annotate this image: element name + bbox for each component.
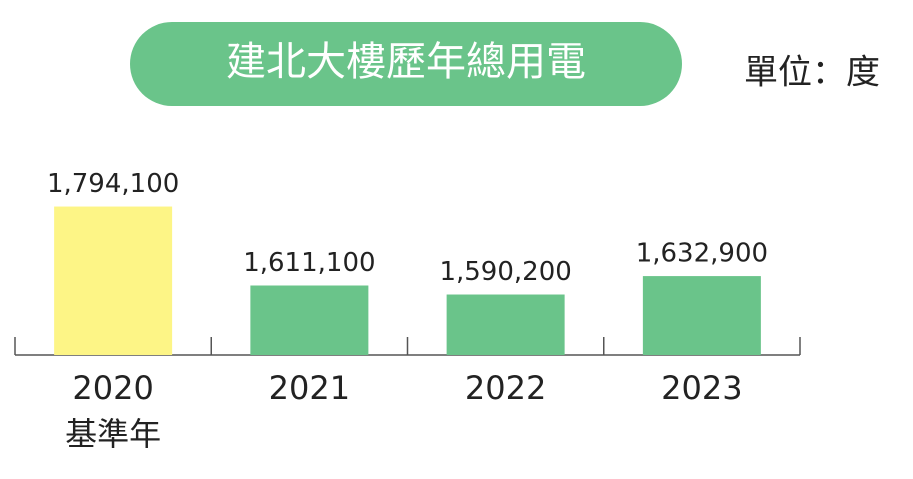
x-tick-label: 2023: [661, 369, 742, 407]
value-label: 1,794,100: [47, 169, 179, 199]
value-label: 1,611,100: [243, 248, 375, 278]
value-label: 1,632,900: [636, 239, 768, 269]
x-tick-label: 2022: [465, 369, 546, 407]
bar: [642, 276, 761, 355]
bar: [250, 285, 369, 355]
x-tick-label: 2020: [72, 369, 153, 407]
title-background: [130, 22, 682, 106]
value-label: 1,590,200: [439, 257, 571, 287]
bar: [54, 206, 173, 355]
x-tick-label: 2021: [269, 369, 350, 407]
category-note: 基準年: [65, 415, 161, 453]
bar: [446, 294, 565, 355]
chart-title: 建北大樓歷年總用電: [226, 39, 586, 85]
unit-label: 單位：度: [744, 53, 880, 93]
